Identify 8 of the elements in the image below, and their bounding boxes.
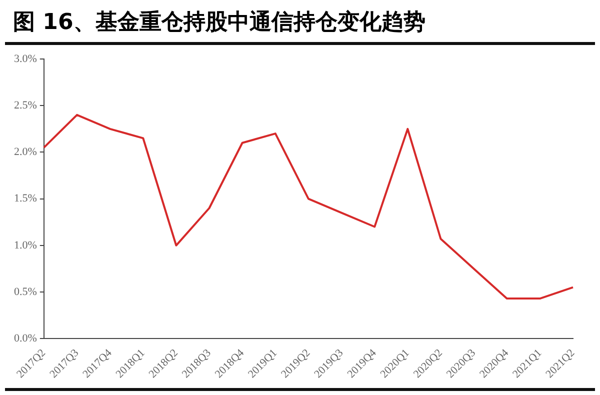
y-tick-label: 3.0%: [14, 52, 37, 65]
chart-title: 图 16、基金重仓持股中通信持仓变化趋势: [5, 0, 595, 45]
y-tick-label: 1.5%: [14, 192, 37, 205]
y-tick-label: 2.5%: [14, 99, 37, 112]
y-tick-label: 0.0%: [14, 332, 37, 344]
y-tick-label: 0.5%: [14, 286, 37, 298]
y-tick-label: 1.0%: [14, 239, 37, 252]
y-tick-label: 2.0%: [14, 146, 37, 158]
